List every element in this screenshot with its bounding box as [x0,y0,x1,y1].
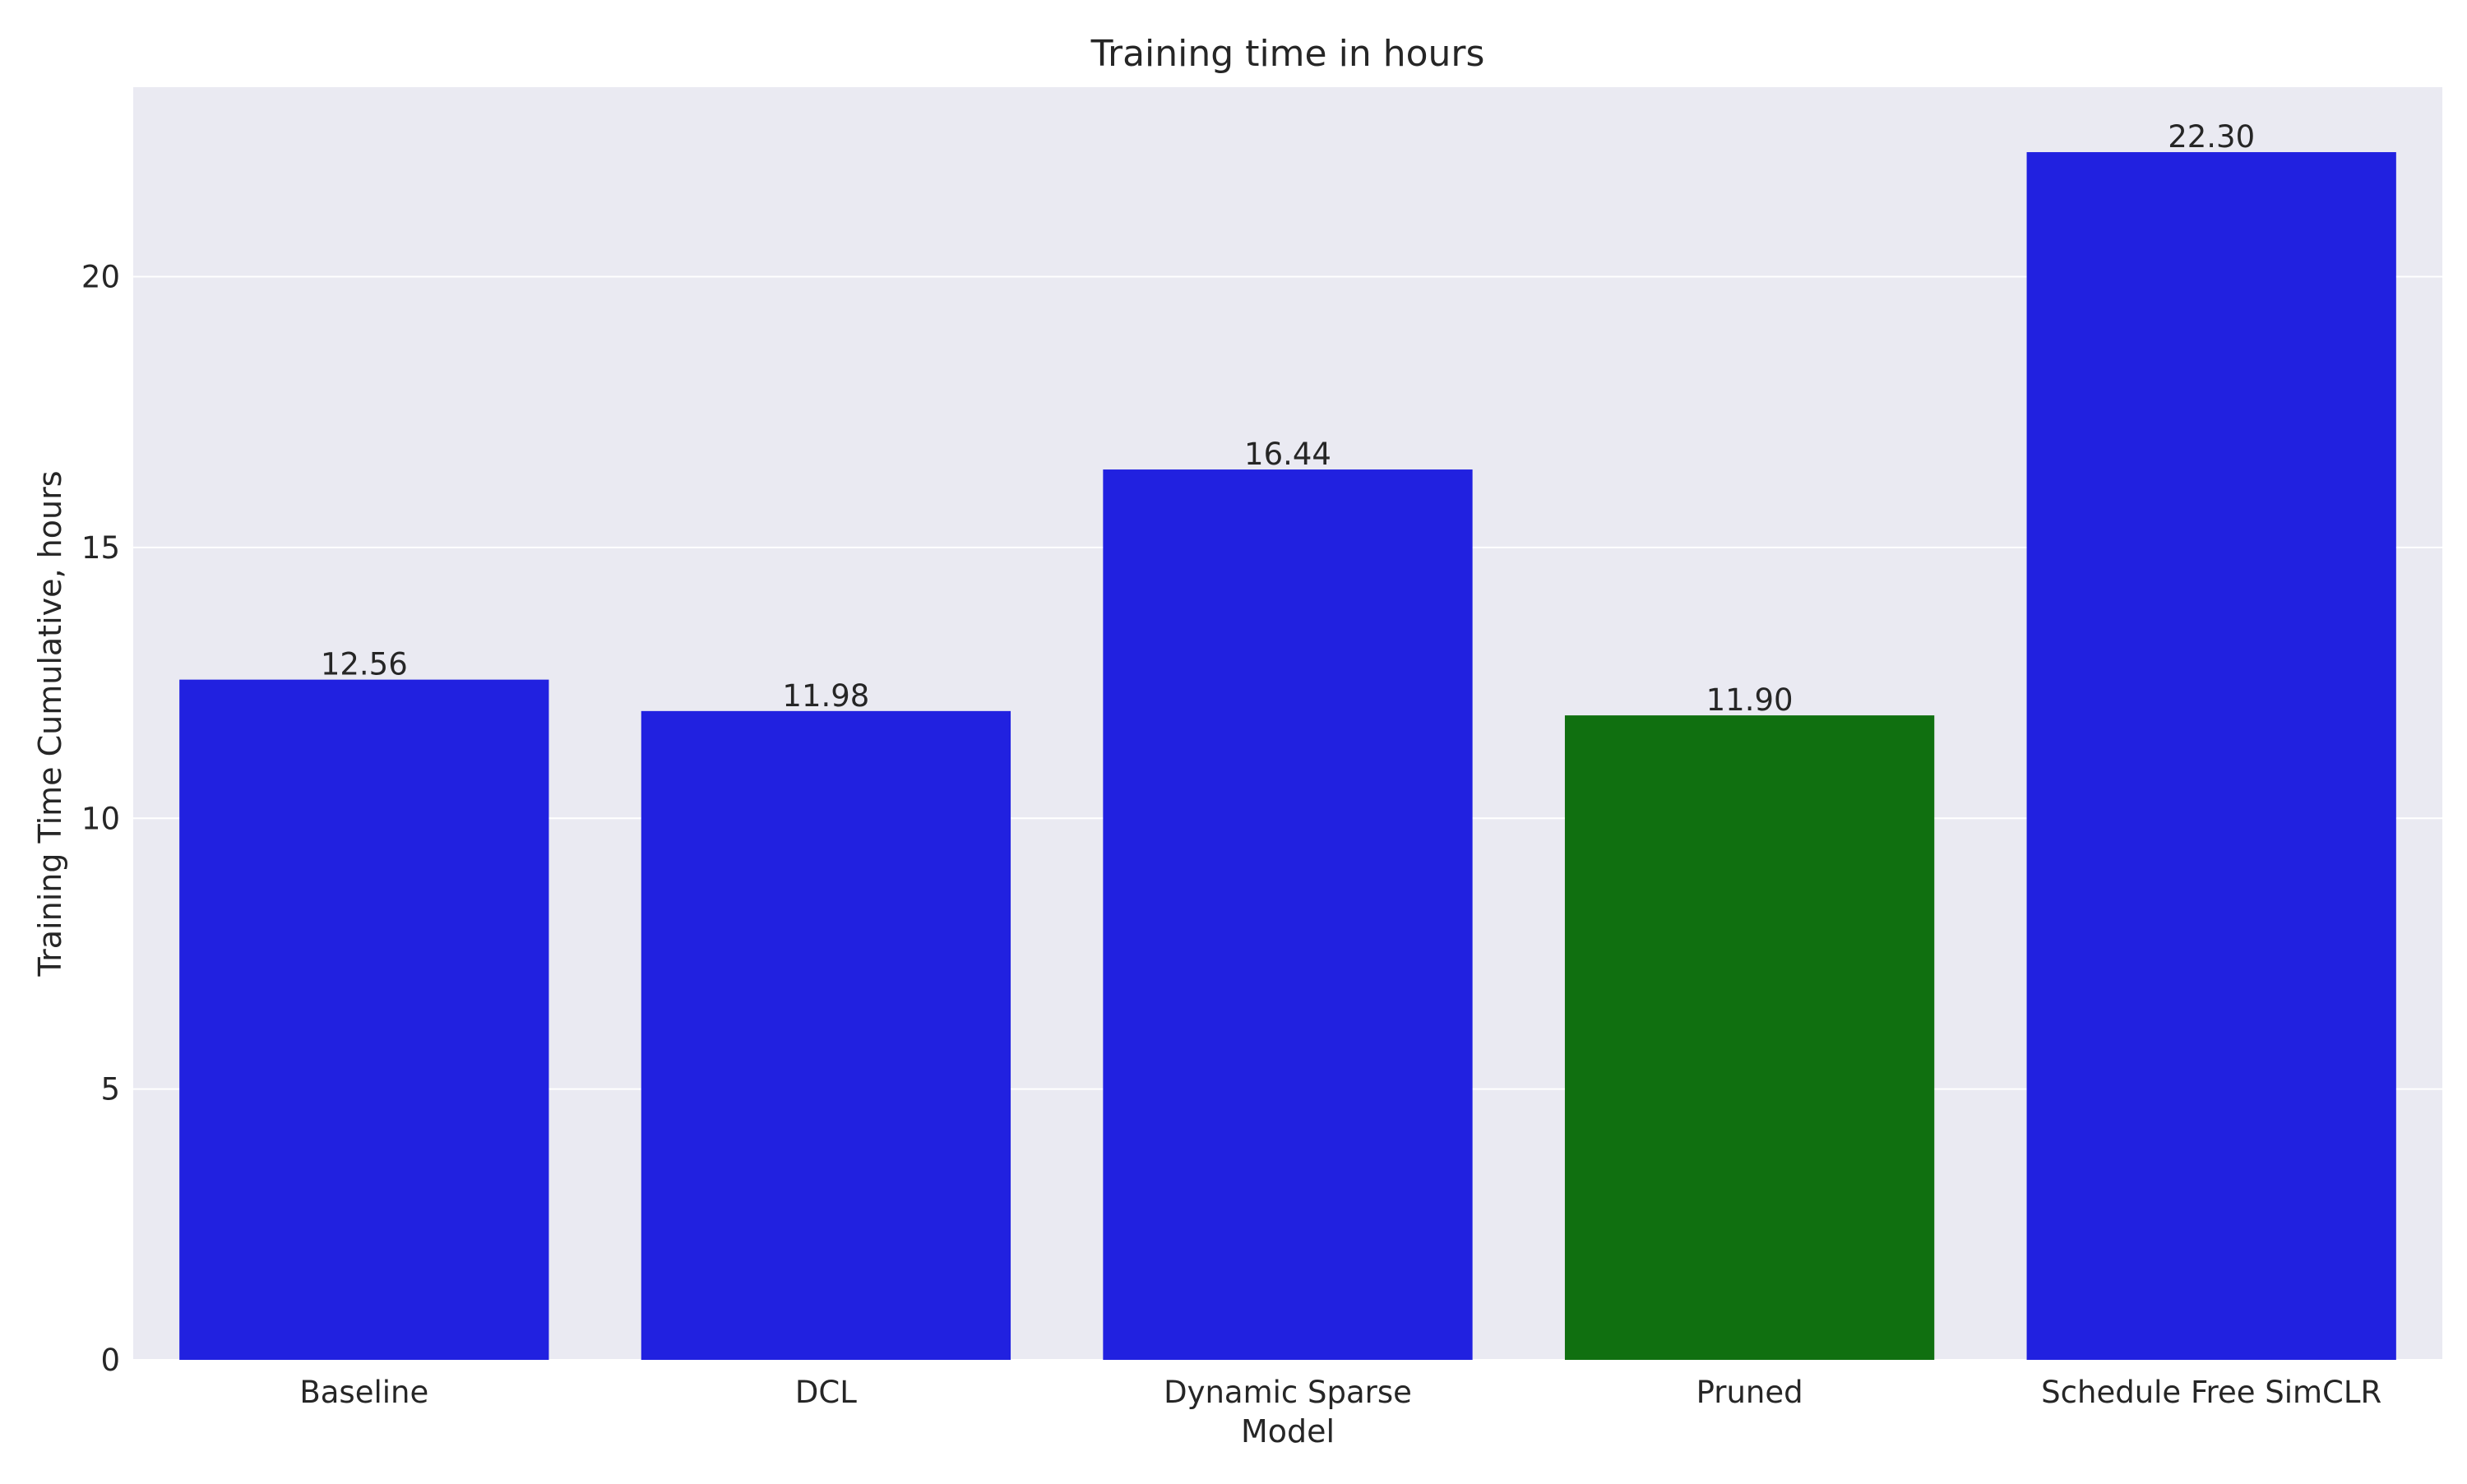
data-label: 22.30 [2168,119,2255,155]
y-axis-ticks: 0 5 10 15 20 [81,260,120,1378]
bar-schedule-free-simclr [2026,152,2396,1360]
y-tick-label: 20 [81,260,120,295]
y-tick-label: 15 [81,530,120,566]
data-label: 16.44 [1244,437,1331,472]
chart-title: Training time in hours [1090,33,1485,75]
x-tick-label: DCL [795,1375,857,1410]
bar-dcl [641,710,1011,1360]
y-tick-label: 5 [100,1072,120,1107]
x-tick-label: Baseline [299,1375,428,1410]
data-label: 12.56 [321,647,408,682]
bar-dynamic-sparse [1103,469,1473,1360]
x-tick-label: Schedule Free SimCLR [2041,1375,2381,1410]
data-label: 11.90 [1706,682,1794,718]
data-label: 11.98 [782,678,869,714]
x-axis-label: Model [1241,1413,1335,1449]
y-tick-label: 0 [100,1343,120,1378]
data-labels: 12.56 11.98 16.44 11.90 22.30 [321,119,2255,718]
bar-pruned [1564,715,1935,1360]
y-tick-label: 10 [81,801,120,836]
x-tick-label: Dynamic Sparse [1164,1375,1412,1410]
x-tick-label: Pruned [1696,1375,1803,1410]
bar-baseline [179,679,549,1360]
x-axis-ticks: Baseline DCL Dynamic Sparse Pruned Schedule … [299,1375,2381,1410]
bars [179,152,2396,1360]
y-axis-label: Training Time Cumulative, hours [32,471,68,978]
